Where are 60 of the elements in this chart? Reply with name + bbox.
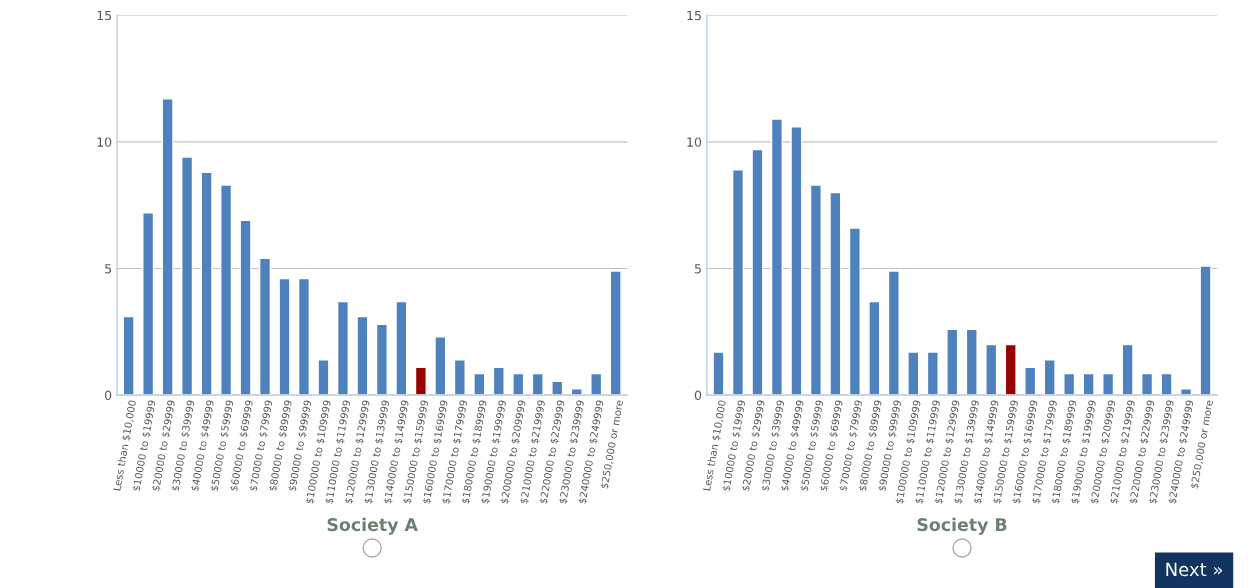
bar	[200, 171, 213, 396]
bar	[1063, 372, 1076, 396]
bar	[1043, 358, 1056, 396]
bar	[712, 351, 725, 396]
bar	[1102, 372, 1115, 396]
bar	[926, 351, 939, 396]
bar	[220, 184, 233, 396]
bar	[453, 358, 466, 396]
bar	[512, 372, 525, 396]
text: Society B	[917, 517, 1007, 535]
bar	[1024, 366, 1037, 396]
bar	[848, 227, 861, 396]
bar	[946, 328, 959, 396]
bar	[161, 98, 174, 396]
bar	[1160, 372, 1173, 396]
bar	[985, 343, 998, 396]
bar	[1121, 343, 1134, 396]
y-tick-label: 0	[104, 390, 112, 401]
bar	[395, 300, 408, 396]
bar	[868, 300, 881, 396]
bar	[1141, 372, 1154, 396]
y-tick-label: 15	[97, 10, 112, 21]
bar	[609, 270, 622, 396]
bar	[1004, 343, 1017, 396]
bar	[965, 328, 978, 396]
bar	[278, 277, 291, 396]
bar	[590, 372, 603, 396]
bar	[258, 257, 272, 396]
text: Next »	[1166, 562, 1223, 577]
bar	[809, 184, 822, 396]
bar	[492, 366, 505, 396]
y-tick-label: 15	[687, 10, 701, 21]
bar	[1082, 372, 1095, 396]
bar	[731, 169, 745, 396]
bar	[181, 156, 194, 396]
bar	[770, 118, 783, 396]
text: Society A	[327, 517, 418, 535]
y-tick-label: 10	[97, 137, 112, 147]
y-tick-label: 5	[105, 264, 112, 274]
bar	[751, 148, 764, 396]
y-tick-label: 0	[694, 390, 702, 401]
bar	[336, 300, 350, 396]
bar	[907, 351, 920, 396]
y-tick-label: 10	[687, 137, 702, 147]
bar	[375, 323, 388, 396]
bar	[473, 372, 486, 396]
bar	[1199, 265, 1212, 396]
bar	[142, 212, 155, 396]
bar	[414, 366, 427, 396]
bar	[790, 126, 803, 396]
bar	[829, 191, 842, 396]
bar	[531, 372, 544, 396]
bar	[356, 315, 369, 396]
bar	[434, 336, 447, 396]
y-tick-label: 5	[694, 264, 701, 274]
bar	[239, 219, 252, 396]
bar	[297, 277, 311, 396]
bar	[887, 270, 900, 396]
bar	[122, 315, 135, 396]
bar	[317, 358, 330, 396]
